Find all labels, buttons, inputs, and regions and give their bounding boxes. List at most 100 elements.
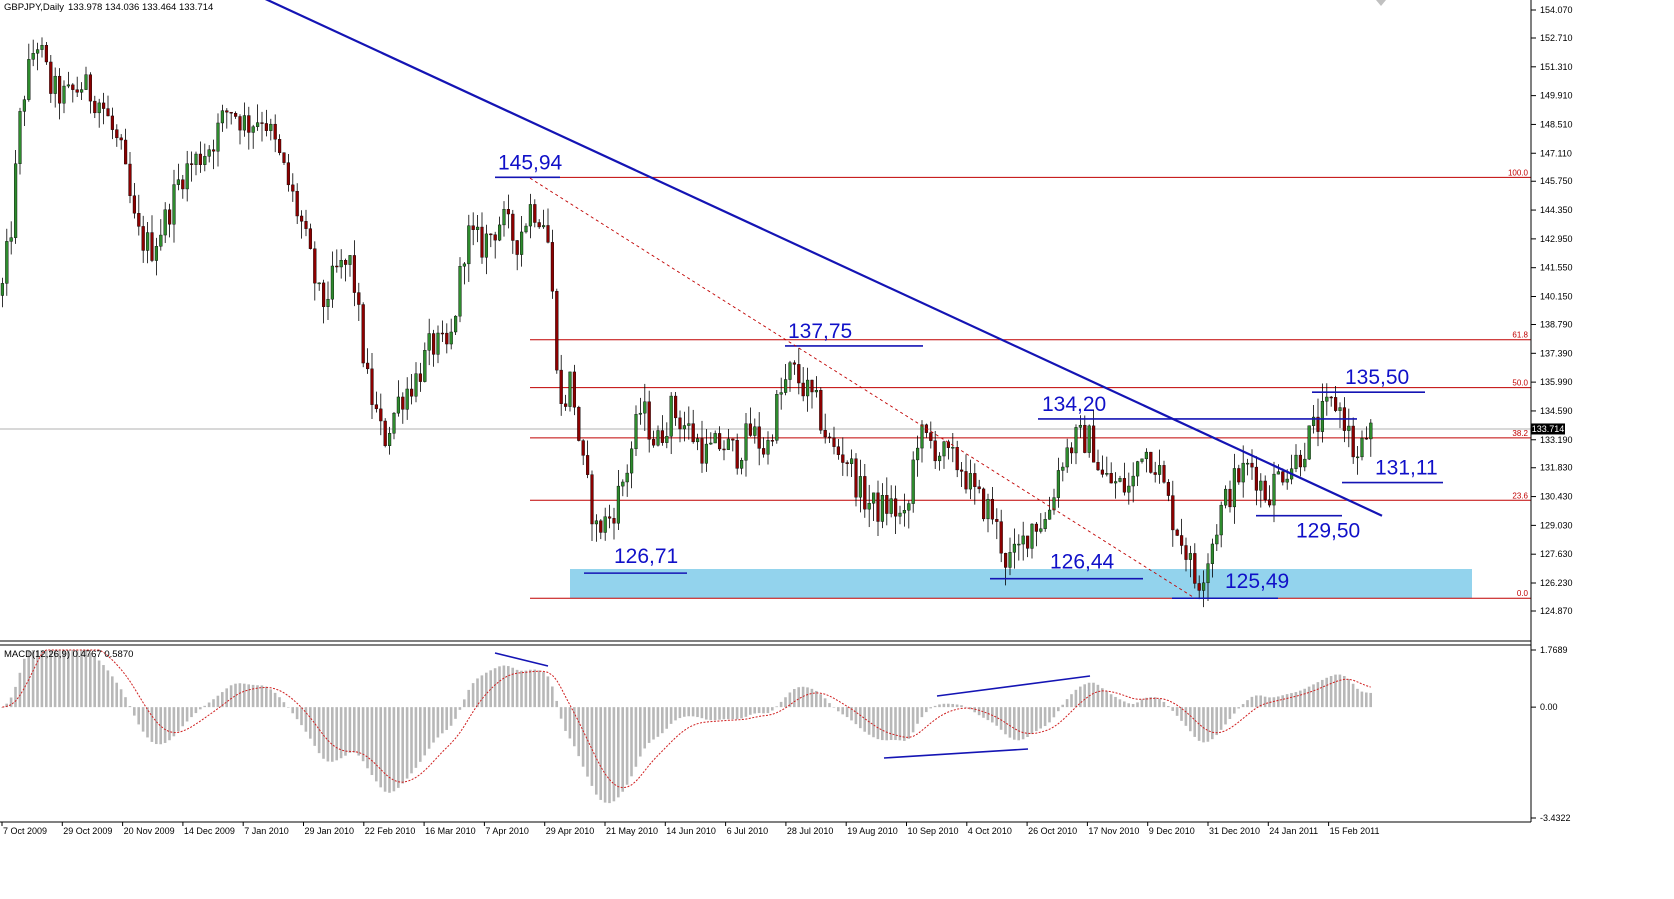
macd-histogram-bar: [757, 707, 761, 714]
y-tick-label: 133.190: [1540, 435, 1573, 445]
macd-histogram-bar: [1180, 707, 1183, 721]
macd-histogram-bar: [837, 707, 840, 712]
candle-body: [753, 426, 757, 436]
candle-body: [159, 234, 163, 247]
candle-body: [361, 304, 365, 364]
macd-histogram-bar: [625, 707, 629, 785]
candle-body: [586, 455, 590, 475]
macd-histogram-bar: [683, 707, 686, 717]
candle-body: [49, 61, 53, 94]
macd-histogram-bar: [1070, 694, 1073, 708]
macd-histogram-bar: [810, 688, 814, 708]
macd-histogram-bar: [1224, 707, 1227, 725]
macd-histogram-bar: [1158, 698, 1161, 708]
macd-histogram-bar: [1087, 682, 1091, 708]
candle-body: [550, 242, 554, 292]
x-tick-label: 7 Apr 2010: [485, 826, 529, 836]
candle-body: [1364, 437, 1368, 440]
candle-body: [62, 85, 66, 104]
macd-histogram-bar: [383, 707, 387, 792]
candle-body: [1149, 451, 1153, 473]
macd-histogram-bar: [766, 707, 770, 714]
macd-histogram-bar: [907, 707, 910, 739]
macd-histogram-bar: [62, 650, 66, 708]
candle-body: [445, 332, 449, 345]
candle-body: [128, 163, 132, 196]
price-level-label: 125,49: [1225, 570, 1289, 593]
x-tick-label: 24 Jan 2011: [1269, 826, 1318, 836]
macd-histogram-bar: [436, 707, 440, 738]
macd-histogram-bar: [207, 702, 211, 708]
macd-histogram-bar: [146, 707, 149, 738]
candle-body: [894, 498, 898, 517]
macd-histogram-bar: [621, 707, 624, 792]
candle-body: [788, 362, 792, 380]
candle-body: [40, 44, 44, 50]
macd-histogram-bar: [5, 703, 8, 708]
macd-histogram-bar: [1065, 699, 1069, 708]
macd-histogram-bar: [639, 707, 642, 757]
candle-body: [568, 371, 572, 407]
candle-body: [687, 423, 691, 426]
macd-histogram-bar: [925, 707, 928, 713]
candle-body: [718, 433, 722, 450]
macd-histogram-bar: [445, 707, 448, 730]
macd-histogram-bar: [727, 707, 730, 720]
macd-histogram-bar: [898, 707, 902, 741]
macd-y-tick-label: -3.4322: [1540, 813, 1571, 823]
candle-body: [44, 44, 48, 63]
macd-histogram-bar: [1145, 697, 1148, 708]
macd-histogram-bar: [1246, 700, 1249, 708]
candle-body: [88, 74, 92, 102]
macd-histogram-bar: [168, 707, 171, 741]
candle-body: [665, 436, 669, 443]
candle-body: [1153, 472, 1157, 475]
macd-histogram-bar: [322, 707, 325, 759]
macd-histogram-bar: [27, 650, 30, 708]
macd-histogram-bar: [973, 707, 976, 713]
candle-body: [682, 425, 686, 430]
macd-histogram-bar: [1325, 677, 1328, 708]
candle-body: [845, 462, 849, 464]
macd-histogram-bar: [1127, 703, 1130, 708]
candle-body: [286, 162, 290, 186]
macd-histogram-bar: [405, 707, 409, 779]
candle-body: [1232, 468, 1236, 508]
macd-histogram-bar: [1175, 707, 1179, 716]
macd-histogram-bar: [581, 707, 585, 767]
macd-histogram-bar: [75, 650, 79, 708]
macd-histogram-bar: [1149, 697, 1152, 708]
macd-histogram-bar: [1206, 707, 1210, 742]
macd-histogram-bar: [933, 705, 937, 708]
macd-histogram-bar: [696, 707, 699, 718]
y-tick-label: 130.430: [1540, 492, 1573, 502]
x-tick-label: 19 Aug 2010: [847, 826, 898, 836]
candle-body: [269, 123, 273, 131]
macd-histogram-bar: [1057, 707, 1060, 712]
candle-body: [1254, 466, 1258, 491]
candle-body: [278, 139, 282, 153]
macd-histogram-bar: [652, 707, 655, 740]
x-tick-label: 29 Jan 2010: [305, 826, 355, 836]
candle-body: [823, 430, 827, 438]
candle-body: [744, 423, 748, 461]
macd-histogram-bar: [150, 707, 154, 742]
candle-body: [946, 441, 950, 448]
macd-histogram-bar: [1153, 697, 1157, 708]
candle-body: [1215, 534, 1219, 545]
candle-body: [1135, 461, 1140, 477]
macd-histogram-bar: [203, 705, 206, 708]
symbol-label: GBPJPY,Daily: [4, 2, 64, 13]
macd-histogram-bar: [423, 707, 426, 756]
x-tick-label: 16 Mar 2010: [425, 826, 476, 836]
macd-histogram-bar: [656, 707, 660, 737]
macd-histogram-bar: [1136, 702, 1139, 708]
candle-body: [990, 498, 994, 520]
candle-body: [238, 116, 242, 131]
macd-histogram-bar: [379, 707, 382, 788]
candle-body: [709, 442, 713, 445]
candle-body: [1171, 495, 1175, 531]
macd-histogram-bar: [559, 707, 563, 719]
macd-histogram-bar: [326, 707, 330, 762]
